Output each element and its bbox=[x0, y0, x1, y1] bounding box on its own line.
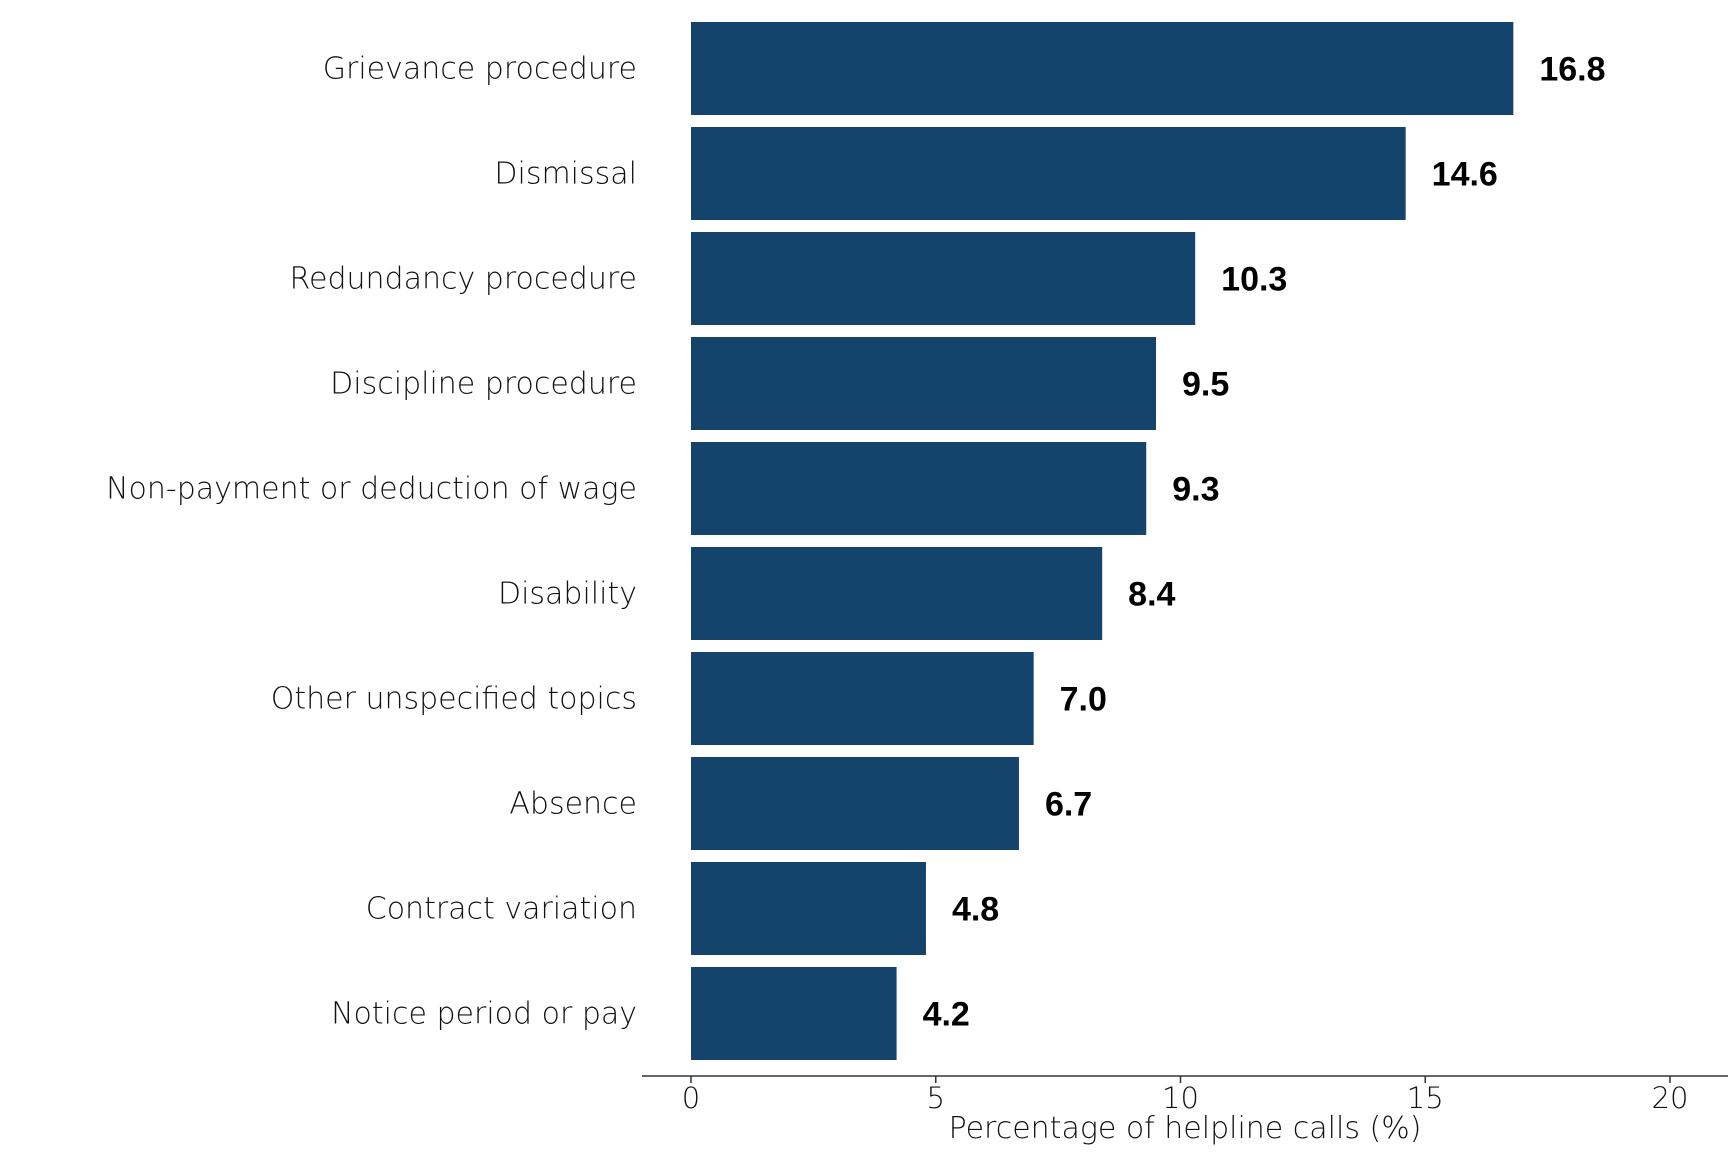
bar-group: Absence 6.7 bbox=[509, 757, 1092, 850]
x-axis-label: Percentage of helpline calls (%) bbox=[949, 1111, 1422, 1146]
x-tick-label: 15 bbox=[1407, 1081, 1444, 1115]
value-label: 16.8 bbox=[1539, 51, 1605, 89]
category-label: Absence bbox=[509, 787, 637, 822]
bar bbox=[691, 757, 1019, 850]
value-label: 14.6 bbox=[1432, 156, 1498, 194]
value-label: 10.3 bbox=[1221, 261, 1287, 299]
bar-group: Other unspecified topics 7.0 bbox=[271, 652, 1107, 745]
category-label: Grievance procedure bbox=[323, 52, 637, 87]
category-label: Dismissal bbox=[494, 157, 637, 192]
x-tick-label: 20 bbox=[1652, 1081, 1689, 1115]
bar bbox=[691, 547, 1103, 640]
x-tick-label: 0 bbox=[682, 1081, 700, 1115]
x-tick-label: 10 bbox=[1162, 1081, 1199, 1115]
x-tick-label: 5 bbox=[927, 1081, 945, 1115]
value-label: 9.5 bbox=[1182, 366, 1229, 404]
value-label: 4.2 bbox=[923, 996, 970, 1034]
bar bbox=[691, 337, 1157, 430]
bar bbox=[691, 967, 897, 1060]
bar-group: Grievance procedure 16.8 bbox=[323, 22, 1606, 115]
category-label: Discipline procedure bbox=[330, 367, 637, 402]
bar-group: Notice period or pay 4.2 bbox=[331, 967, 970, 1060]
bar-group: Discipline procedure 9.5 bbox=[330, 337, 1229, 430]
category-label: Other unspecified topics bbox=[271, 682, 637, 717]
value-label: 9.3 bbox=[1172, 471, 1219, 509]
bar bbox=[691, 22, 1514, 115]
x-ticks: 0 5 10 15 20 bbox=[682, 1076, 1689, 1115]
category-label: Non-payment or deduction of wage bbox=[106, 472, 637, 507]
category-label: Notice period or pay bbox=[331, 997, 637, 1032]
bar bbox=[691, 127, 1406, 220]
bar-group: Dismissal 14.6 bbox=[494, 127, 1498, 220]
category-label: Contract variation bbox=[366, 892, 637, 927]
category-label: Redundancy procedure bbox=[290, 262, 637, 297]
bars: Grievance procedure 16.8 Dismissal 14.6 Redu… bbox=[106, 22, 1606, 1060]
bar-group: Non-payment or deduction of wage 9.3 bbox=[106, 442, 1220, 535]
bar bbox=[691, 862, 926, 955]
value-label: 6.7 bbox=[1045, 786, 1092, 824]
category-label: Disability bbox=[498, 577, 637, 612]
bar-group: Contract variation 4.8 bbox=[366, 862, 999, 955]
value-label: 8.4 bbox=[1128, 576, 1175, 614]
bar-group: Disability 8.4 bbox=[498, 547, 1176, 640]
bar bbox=[691, 442, 1147, 535]
bar bbox=[691, 652, 1034, 745]
value-label: 4.8 bbox=[952, 891, 999, 929]
bar bbox=[691, 232, 1196, 325]
value-label: 7.0 bbox=[1060, 681, 1107, 719]
bar-group: Redundancy procedure 10.3 bbox=[290, 232, 1287, 325]
